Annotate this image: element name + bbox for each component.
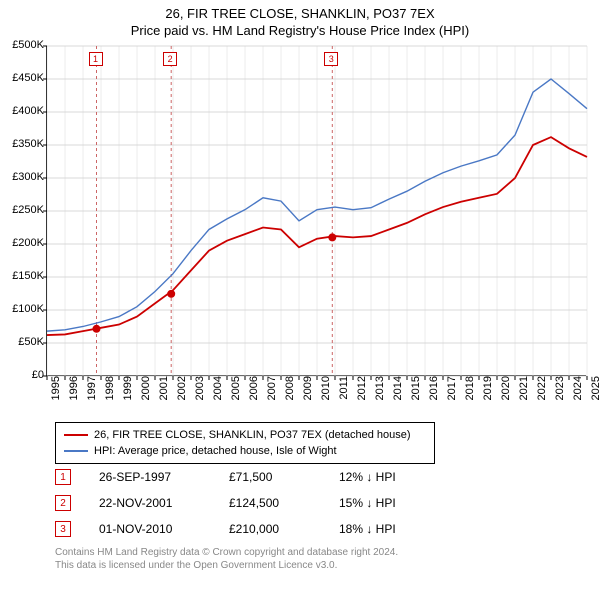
y-tick-label: £300K xyxy=(2,171,44,183)
x-tick-label: 1997 xyxy=(86,376,98,416)
y-tick-label: £0 xyxy=(2,369,44,381)
y-tick-label: £350K xyxy=(2,138,44,150)
chart-title-subtitle: Price paid vs. HM Land Registry's House … xyxy=(0,23,600,38)
legend-row: 26, FIR TREE CLOSE, SHANKLIN, PO37 7EX (… xyxy=(64,427,426,443)
chart-plot-area xyxy=(46,46,586,376)
chart-title-address: 26, FIR TREE CLOSE, SHANKLIN, PO37 7EX xyxy=(0,6,600,21)
chart-titles: 26, FIR TREE CLOSE, SHANKLIN, PO37 7EX P… xyxy=(0,0,600,38)
x-tick-label: 2004 xyxy=(212,376,224,416)
attribution-line-2: This data is licensed under the Open Gov… xyxy=(55,559,398,572)
legend-swatch xyxy=(64,450,88,452)
x-tick-label: 2006 xyxy=(248,376,260,416)
sale-diff: 15% ↓ HPI xyxy=(339,496,439,510)
x-tick-label: 2022 xyxy=(536,376,548,416)
x-tick-label: 2015 xyxy=(410,376,422,416)
sale-badge: 1 xyxy=(55,469,71,485)
y-tick-label: £100K xyxy=(2,303,44,315)
x-tick-label: 2020 xyxy=(500,376,512,416)
attribution: Contains HM Land Registry data © Crown c… xyxy=(55,546,398,572)
x-tick-label: 2016 xyxy=(428,376,440,416)
event-badge: 1 xyxy=(89,52,103,66)
x-tick-label: 2009 xyxy=(302,376,314,416)
legend-swatch xyxy=(64,434,88,436)
y-tick-label: £50K xyxy=(2,336,44,348)
y-tick-label: £200K xyxy=(2,237,44,249)
x-tick-label: 1996 xyxy=(68,376,80,416)
x-tick-label: 2024 xyxy=(572,376,584,416)
x-tick-label: 2007 xyxy=(266,376,278,416)
chart-container: 26, FIR TREE CLOSE, SHANKLIN, PO37 7EX P… xyxy=(0,0,600,590)
event-badge: 3 xyxy=(324,52,338,66)
x-tick-label: 2005 xyxy=(230,376,242,416)
attribution-line-1: Contains HM Land Registry data © Crown c… xyxy=(55,546,398,559)
x-tick-label: 2002 xyxy=(176,376,188,416)
x-tick-label: 2003 xyxy=(194,376,206,416)
x-tick-label: 2019 xyxy=(482,376,494,416)
sales-table: 1 26-SEP-1997£71,50012% ↓ HPI 2 22-NOV-2001… xyxy=(55,464,439,542)
x-tick-label: 2008 xyxy=(284,376,296,416)
sale-date: 26-SEP-1997 xyxy=(99,470,229,484)
chart-svg xyxy=(47,46,587,376)
x-tick-label: 2000 xyxy=(140,376,152,416)
y-tick-label: £500K xyxy=(2,39,44,51)
y-tick-label: £400K xyxy=(2,105,44,117)
x-tick-label: 1995 xyxy=(50,376,62,416)
sale-date: 01-NOV-2010 xyxy=(99,522,229,536)
sale-badge: 3 xyxy=(55,521,71,537)
event-badge: 2 xyxy=(163,52,177,66)
x-tick-label: 2011 xyxy=(338,376,350,416)
sale-diff: 18% ↓ HPI xyxy=(339,522,439,536)
sale-diff: 12% ↓ HPI xyxy=(339,470,439,484)
x-tick-label: 2021 xyxy=(518,376,530,416)
sale-price: £210,000 xyxy=(229,522,339,536)
x-tick-label: 2023 xyxy=(554,376,566,416)
legend-label: 26, FIR TREE CLOSE, SHANKLIN, PO37 7EX (… xyxy=(94,429,411,441)
x-tick-label: 1999 xyxy=(122,376,134,416)
x-tick-label: 2018 xyxy=(464,376,476,416)
sale-row: 1 26-SEP-1997£71,50012% ↓ HPI xyxy=(55,464,439,490)
x-tick-label: 2017 xyxy=(446,376,458,416)
x-tick-label: 2010 xyxy=(320,376,332,416)
sale-row: 3 01-NOV-2010£210,00018% ↓ HPI xyxy=(55,516,439,542)
y-tick-label: £450K xyxy=(2,72,44,84)
x-tick-label: 2013 xyxy=(374,376,386,416)
x-tick-label: 1998 xyxy=(104,376,116,416)
sale-row: 2 22-NOV-2001£124,50015% ↓ HPI xyxy=(55,490,439,516)
sale-price: £124,500 xyxy=(229,496,339,510)
legend-row: HPI: Average price, detached house, Isle… xyxy=(64,443,426,459)
legend-label: HPI: Average price, detached house, Isle… xyxy=(94,445,337,457)
y-tick-label: £150K xyxy=(2,270,44,282)
x-tick-label: 2001 xyxy=(158,376,170,416)
x-tick-label: 2012 xyxy=(356,376,368,416)
legend: 26, FIR TREE CLOSE, SHANKLIN, PO37 7EX (… xyxy=(55,422,435,464)
x-tick-label: 2025 xyxy=(590,376,600,416)
sale-badge: 2 xyxy=(55,495,71,511)
sale-date: 22-NOV-2001 xyxy=(99,496,229,510)
x-tick-label: 2014 xyxy=(392,376,404,416)
sale-price: £71,500 xyxy=(229,470,339,484)
y-tick-label: £250K xyxy=(2,204,44,216)
